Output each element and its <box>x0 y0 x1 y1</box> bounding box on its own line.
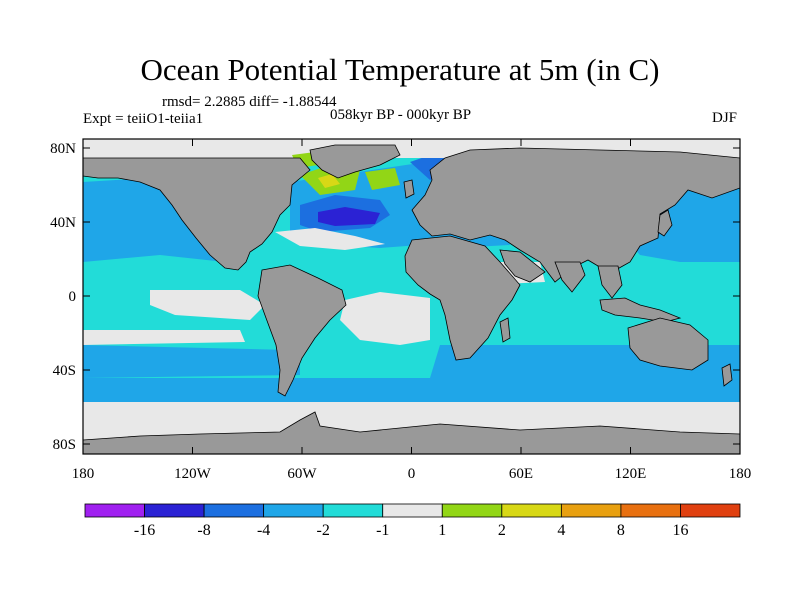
labrador-sea-strong-warm-spot <box>318 174 340 188</box>
period-label: 058kyr BP - 000kyr BP <box>330 107 472 123</box>
longitude-ticks: 180 120W 60W 0 60E 120E 180 <box>72 466 752 482</box>
lat-tick-label: 40S <box>53 363 76 379</box>
map-title: Ocean Potential Temperature at 5m (in C) <box>140 52 660 87</box>
colorbar-label: 8 <box>617 522 625 539</box>
lat-tick-label: 80S <box>53 437 76 453</box>
arabian-peninsula-landmass <box>499 249 546 283</box>
north-america-landmass <box>83 157 311 271</box>
colorbar-label: -2 <box>317 522 330 539</box>
antarctica-landmass <box>83 411 740 454</box>
east-pacific-neutral-region <box>150 290 265 320</box>
colorbar-labels: -16 -8 -4 -2 -1 1 2 4 8 16 <box>134 522 689 539</box>
colorbar-swatch <box>680 503 741 518</box>
colorbar-label: 16 <box>672 522 688 539</box>
lon-tick-label: 60E <box>509 466 533 482</box>
colorbar-label: -16 <box>134 522 155 539</box>
africa-landmass <box>404 235 521 361</box>
colorbar-swatch <box>322 503 384 518</box>
colorbar-label: 4 <box>557 522 565 539</box>
gulf-stream-core-region <box>318 207 380 226</box>
season-label: DJF <box>712 110 738 126</box>
experiment-label: Expt = teiiO1-teiia1 <box>83 111 204 127</box>
japan-landmass <box>657 209 673 237</box>
lat-tick-label: 80N <box>50 141 76 157</box>
lon-tick-label: 180 <box>729 466 752 482</box>
british-isles-landmass <box>403 179 415 199</box>
colorbar-label: 1 <box>438 522 446 539</box>
maritime-continent-landmass <box>599 297 682 323</box>
colorbar-label: -1 <box>376 522 389 539</box>
india-landmass <box>554 261 586 293</box>
south-atlantic-neutral-region <box>340 292 430 345</box>
south-america-landmass <box>257 264 347 397</box>
colorbar-swatch <box>144 503 205 518</box>
southern-ocean-cool-band <box>83 345 300 378</box>
lon-tick-label: 180 <box>72 466 95 482</box>
indochina-landmass <box>597 265 623 299</box>
colorbar-swatch <box>382 503 443 518</box>
colorbar-swatch <box>263 503 324 518</box>
lon-tick-label: 60W <box>287 466 317 482</box>
lon-tick-label: 0 <box>408 466 416 482</box>
colorbar-swatch <box>501 503 562 518</box>
lat-tick-label: 40N <box>50 215 76 231</box>
axis-tick-marks <box>82 139 741 454</box>
map-plot-area <box>83 139 740 454</box>
rmsd-diff-stats: rmsd= 2.2885 diff= -1.88544 <box>162 94 337 110</box>
colorbar-swatch <box>441 503 503 518</box>
australia-landmass <box>627 317 709 371</box>
colorbar-label: -4 <box>257 522 270 539</box>
land-masses <box>83 144 740 454</box>
colorbar <box>84 503 741 518</box>
subtropical-atlantic-neutral-region <box>275 228 385 250</box>
lon-tick-label: 120E <box>615 466 647 482</box>
colorbar-swatch <box>84 503 145 518</box>
colorbar-swatch <box>560 503 622 518</box>
madagascar-landmass <box>499 317 511 343</box>
irminger-sea-warm-region <box>365 168 400 190</box>
latitude-ticks: 80N 40N 0 40S 80S <box>50 141 76 453</box>
greenland-landmass <box>309 144 401 179</box>
lat-tick-label: 0 <box>69 289 77 305</box>
colorbar-label: 2 <box>498 522 506 539</box>
colorbar-swatch <box>203 503 265 518</box>
new-zealand-landmass <box>721 363 733 387</box>
colorbar-label: -8 <box>197 522 210 539</box>
south-pacific-neutral-strip <box>83 330 245 345</box>
subantarctic-cool-band <box>83 378 740 402</box>
colorbar-swatch <box>620 503 681 518</box>
lon-tick-label: 120W <box>174 466 212 482</box>
